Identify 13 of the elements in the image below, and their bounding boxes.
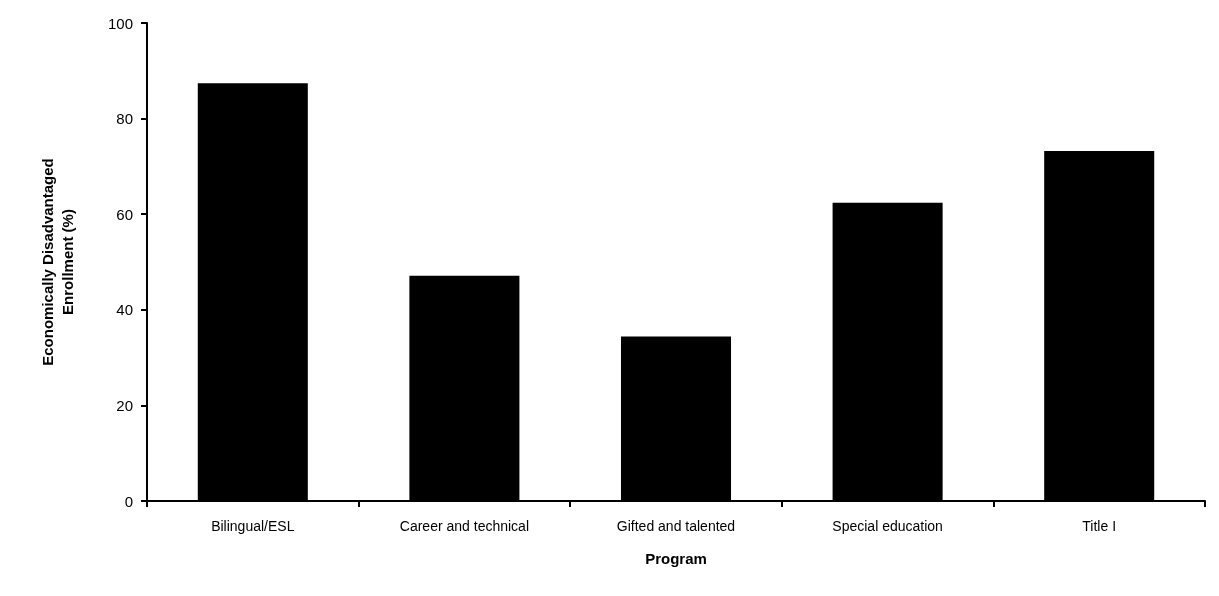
y-axis-title: Economically Disadvantaged Enrollment (%) (38, 158, 76, 366)
y-tick-label: 0 (124, 492, 133, 510)
x-tick-label: Career and technical (399, 518, 529, 534)
y-tick-label: 60 (116, 205, 133, 223)
y-tick-label: 20 (116, 396, 133, 414)
x-axis-title: Program (645, 550, 707, 567)
x-tick-label: Special education (832, 518, 943, 534)
x-tick-label: Bilingual/ESL (211, 518, 295, 534)
x-tick-label: Title I (1082, 518, 1117, 534)
y-tick-label: 100 (107, 14, 133, 32)
y-tick-label: 80 (116, 110, 133, 128)
x-tick-label: Gifted and talented (616, 518, 736, 534)
y-tick-label: 40 (116, 301, 133, 319)
